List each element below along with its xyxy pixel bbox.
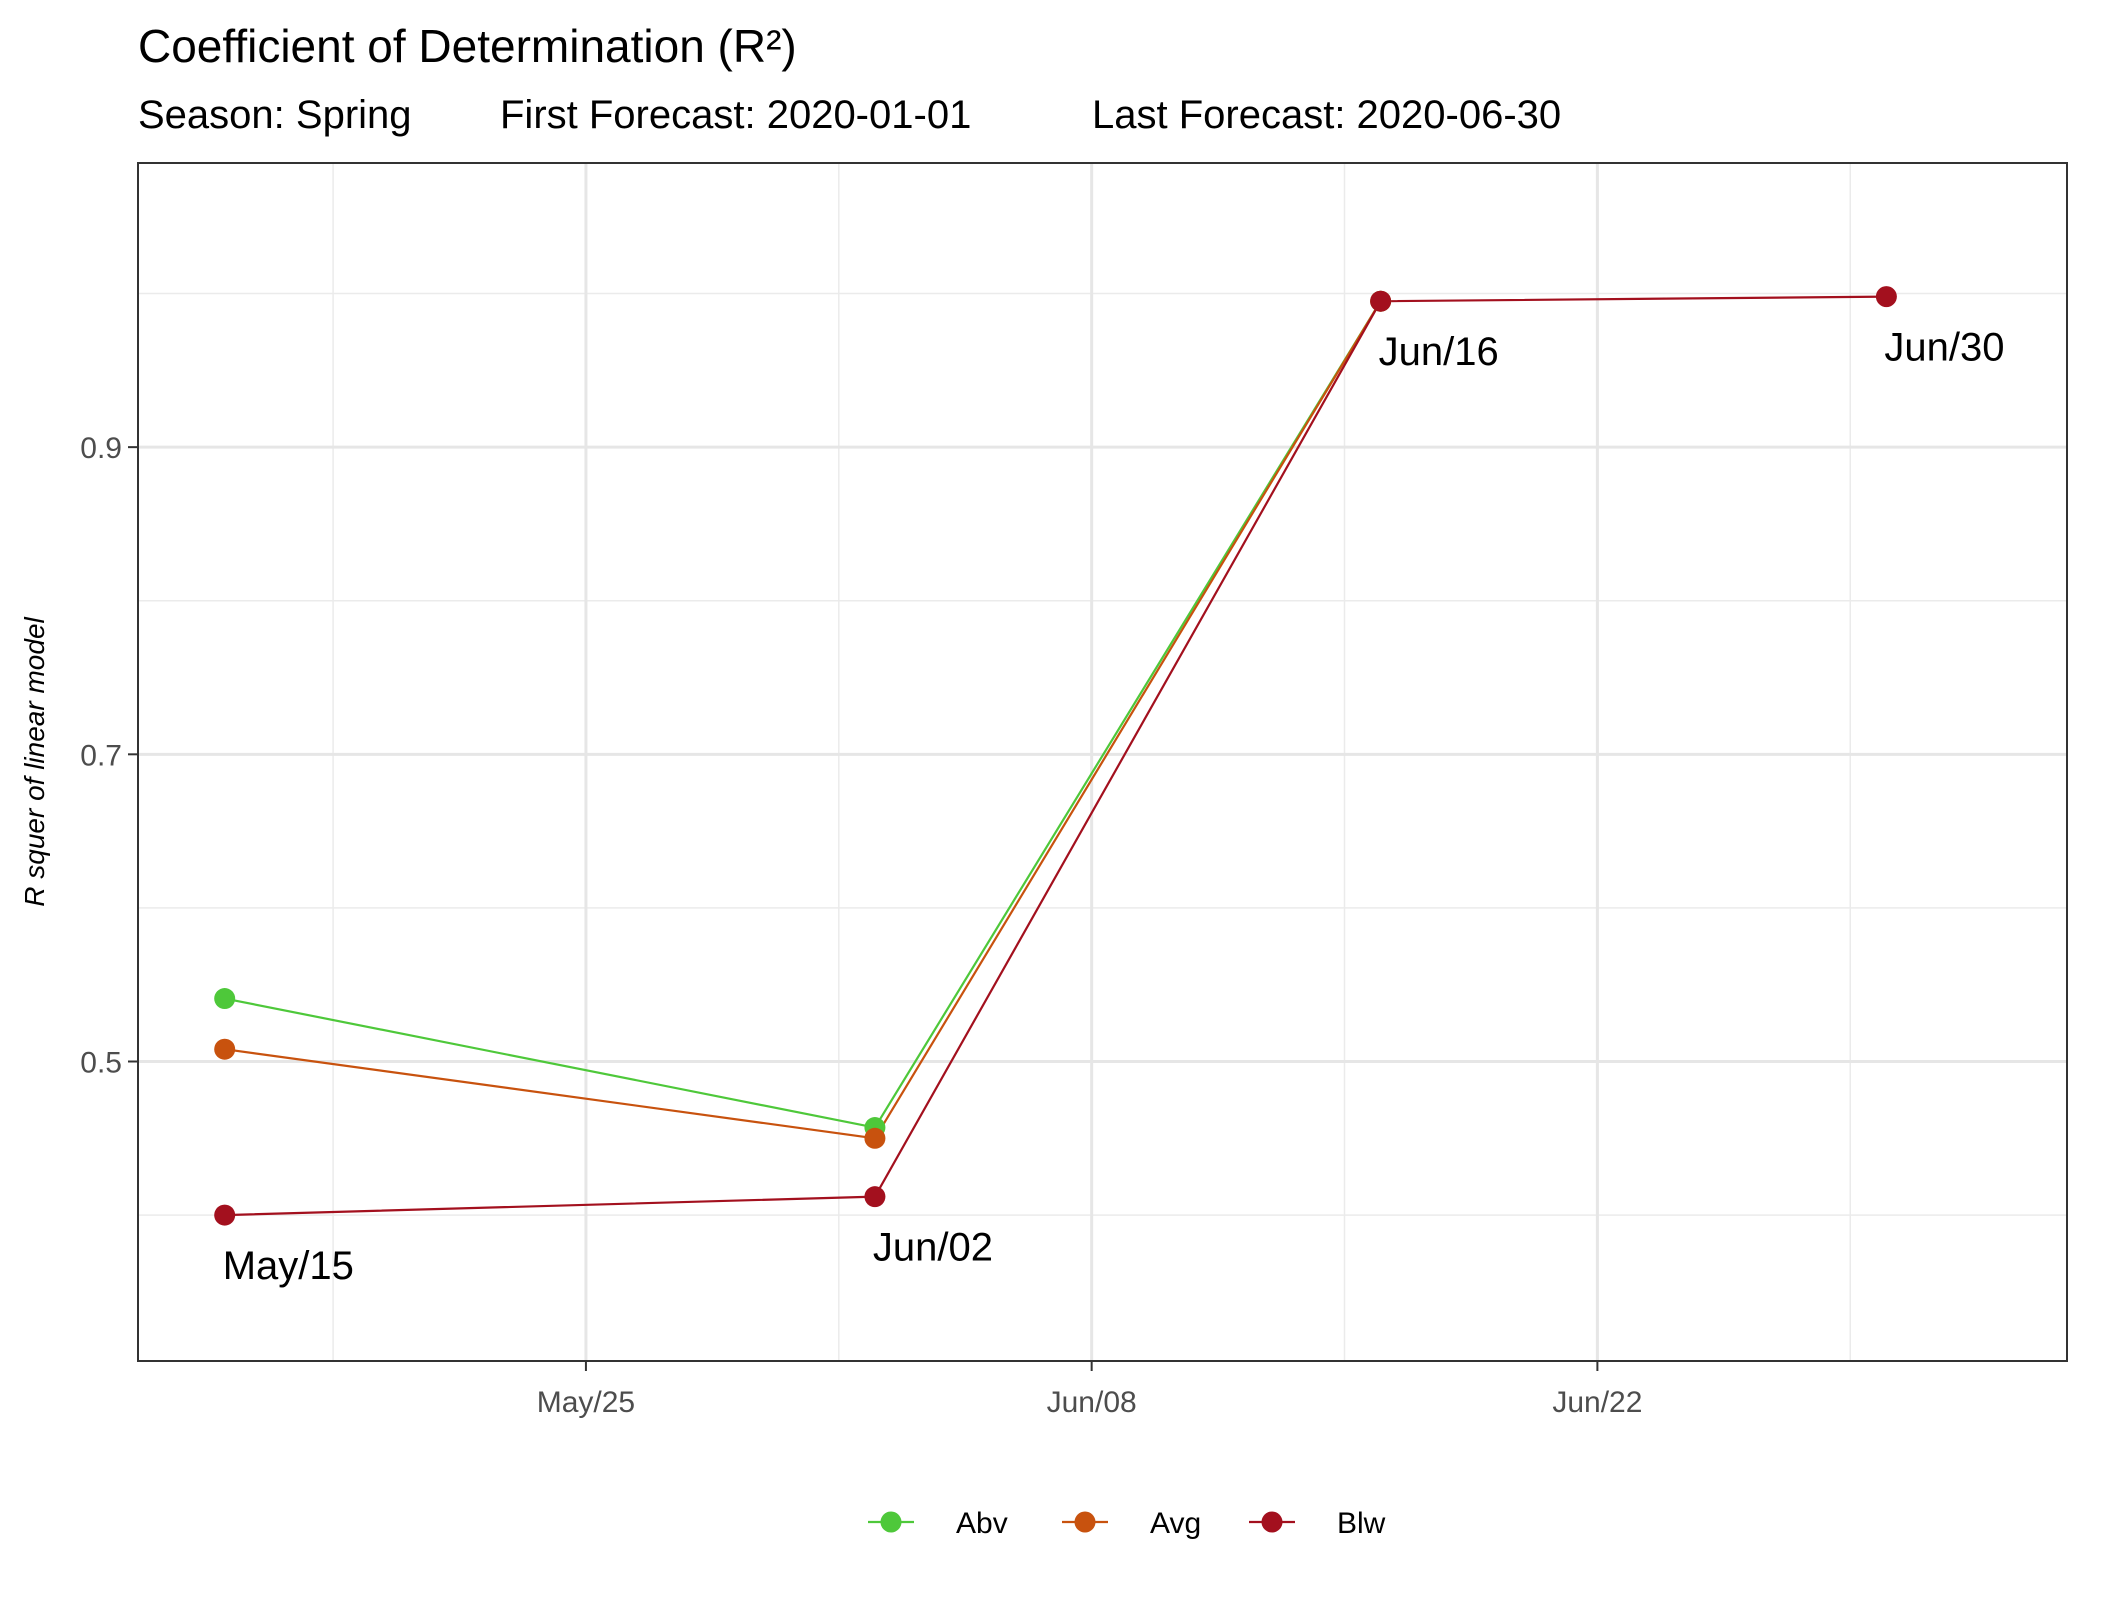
series: [214, 286, 1897, 1226]
point-labels: May/15 Jun/02 Jun/16 Jun/30: [223, 326, 2005, 1288]
panel-border: [137, 162, 2068, 1362]
legend: Abv Avg Blw: [868, 1507, 1386, 1540]
series-line-avg: [224, 300, 1382, 1140]
data-point-avg: [214, 1038, 236, 1060]
y-axis-title: R squer of linear model: [19, 616, 50, 906]
y-tick-label: 0.9: [80, 432, 122, 465]
data-point-blw: [864, 1186, 886, 1208]
data-point-blw: [1370, 290, 1392, 312]
data-point-blw: [1875, 286, 1897, 308]
point-label: Jun/02: [873, 1226, 993, 1270]
x-tick-label: Jun/22: [1552, 1386, 1642, 1419]
subtitle-first-forecast: First Forecast: 2020-01-01: [500, 93, 971, 137]
legend-key-point: [1074, 1511, 1096, 1533]
subtitle-last-forecast: Last Forecast: 2020-06-30: [1092, 93, 1561, 137]
data-point-abv: [214, 988, 236, 1010]
subtitle-season: Season: Spring: [138, 93, 412, 137]
legend-label: Abv: [956, 1507, 1008, 1540]
legend-label: Avg: [1150, 1507, 1201, 1540]
y-tick-label: 0.7: [80, 739, 122, 772]
y-tick-label: 0.5: [80, 1047, 122, 1080]
chart-title: Coefficient of Determination (R²): [138, 20, 797, 72]
data-point-blw: [214, 1204, 236, 1226]
data-point-avg: [864, 1127, 886, 1149]
point-label: Jun/16: [1379, 330, 1499, 374]
legend-key-point: [880, 1511, 902, 1533]
legend-key-point: [1261, 1511, 1283, 1533]
series-line-abv: [224, 300, 1382, 1129]
x-tick-label: May/25: [537, 1386, 635, 1419]
x-tick-label: Jun/08: [1047, 1386, 1137, 1419]
series-line-blw: [224, 295, 1887, 1217]
legend-label: Blw: [1337, 1507, 1386, 1540]
axes: 0.5 0.7 0.9 May/25 Jun/08 Jun/22: [80, 162, 2068, 1419]
grid: [138, 163, 2067, 1361]
point-label: Jun/30: [1884, 326, 2004, 370]
point-label: May/15: [223, 1244, 354, 1288]
